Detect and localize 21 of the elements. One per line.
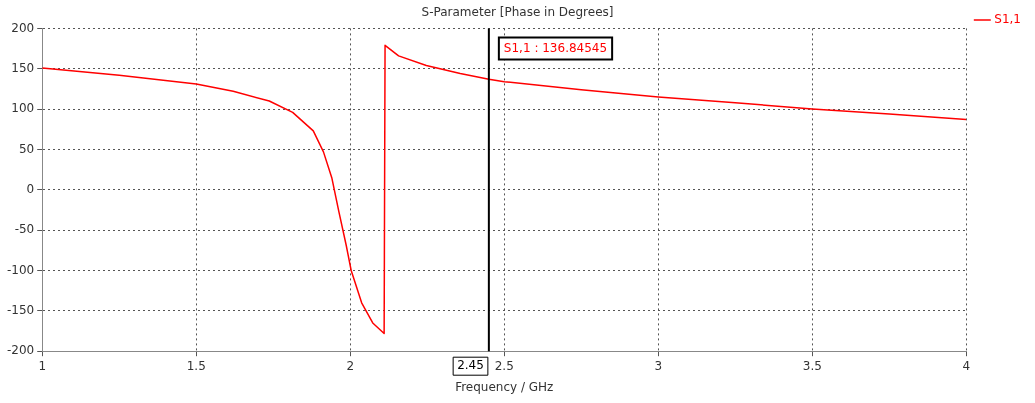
y-tick-label: 100 xyxy=(11,101,35,116)
x-tick-label: 4 xyxy=(962,358,971,373)
x-tick-label: 3 xyxy=(654,358,663,373)
y-tick-label: -200 xyxy=(7,343,35,358)
x-tick-label: 1 xyxy=(38,358,47,373)
y-tick-label: -150 xyxy=(7,302,35,317)
y-tick-label: -100 xyxy=(7,262,35,277)
x-tick-label: 1.5 xyxy=(186,358,206,373)
y-tick-label: 0 xyxy=(26,181,35,196)
ref-line-label: 2.45 xyxy=(457,358,484,373)
annotation: S1,1 : 136.84545 xyxy=(503,40,608,55)
y-tick-label: 200 xyxy=(11,20,35,35)
x-tick-label: 2.5 xyxy=(494,358,514,373)
y-tick-label: 150 xyxy=(11,60,35,75)
y-tick-label: -50 xyxy=(14,222,35,237)
y-tick-label: 50 xyxy=(18,141,35,156)
x-tick-label: 2 xyxy=(346,358,355,373)
x-axis-title: Frequency / GHz xyxy=(455,379,554,394)
chart-title: S-Parameter [Phase in Degrees] xyxy=(421,5,614,20)
legend-label: S1,1 xyxy=(994,12,1021,27)
x-tick-label: 3.5 xyxy=(802,358,822,373)
